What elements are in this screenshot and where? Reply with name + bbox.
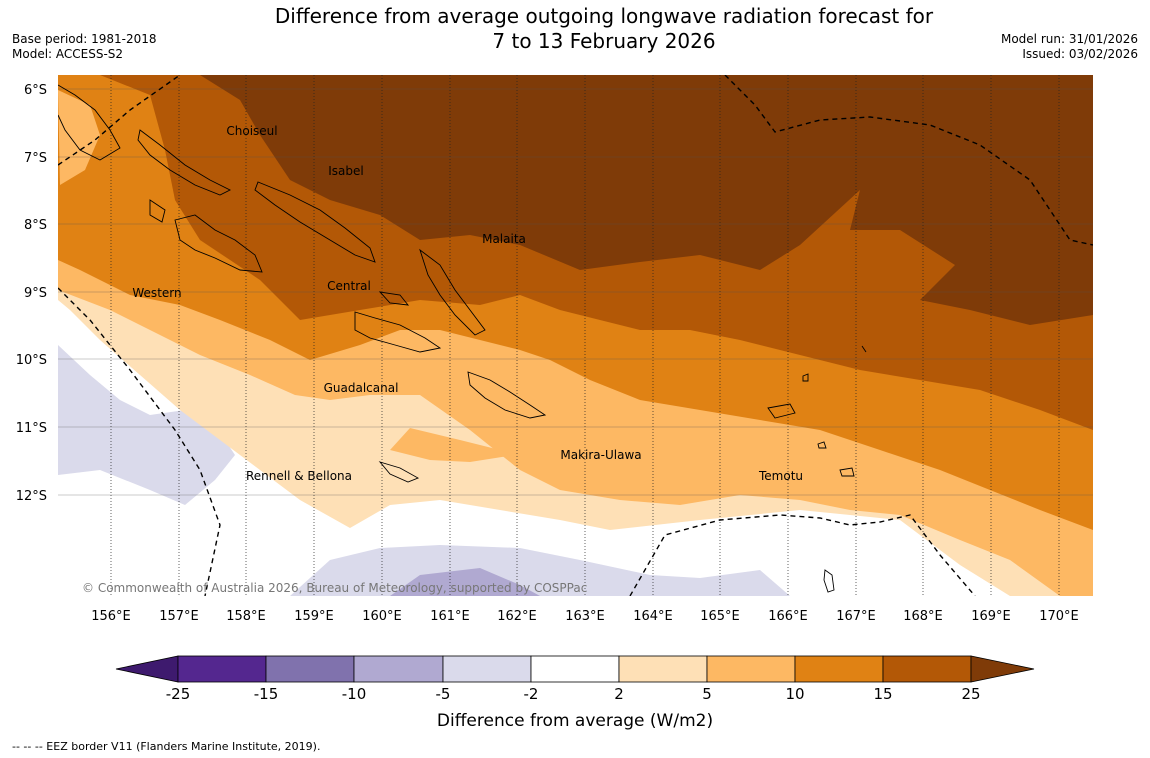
region-label-central: Central xyxy=(327,279,371,293)
coastlines xyxy=(58,84,867,593)
colorbar-tick-label: -10 xyxy=(342,685,367,703)
colorbar-segment xyxy=(177,655,267,683)
lat-label: 11°S xyxy=(16,421,47,436)
santa-cruz-coast xyxy=(767,403,796,419)
colorbar-segment xyxy=(794,655,884,683)
region-label-western: Western xyxy=(132,286,181,300)
lon-label: 156°E xyxy=(91,609,131,624)
colorbar-title: Difference from average (W/m2) xyxy=(437,711,713,731)
lon-label: 157°E xyxy=(159,609,199,624)
isolated-islet-a xyxy=(802,373,809,382)
eez-border xyxy=(58,75,1093,596)
lat-label: 10°S xyxy=(16,353,47,368)
region-label-guadalcanal: Guadalcanal xyxy=(324,381,399,395)
region-label-temotu: Temotu xyxy=(758,469,803,483)
guadalcanal-coast xyxy=(354,311,442,353)
region-label-rennell-bellona: Rennell & Bellona xyxy=(246,469,352,483)
makira-coast xyxy=(467,371,547,419)
map-title: Difference from average outgoing longwav… xyxy=(230,4,978,54)
region-label-isabel: Isabel xyxy=(328,164,363,178)
colorbar-ticks: -25 -15 -10 -5 -2 2 5 10 15 25 xyxy=(166,685,981,703)
lat-label: 8°S xyxy=(24,218,47,233)
lat-label: 7°S xyxy=(24,151,47,166)
colorbar-segment xyxy=(265,655,355,683)
colorbar-tick-label: -15 xyxy=(254,685,279,703)
eez-footnote: -- -- -- EEZ border V11 (Flanders Marine… xyxy=(12,740,321,753)
base-period: Base period: 1981-2018 xyxy=(12,32,157,46)
colorbar-tick-label: 2 xyxy=(614,685,624,703)
lon-axis: 156°E 157°E 158°E 159°E 160°E 161°E 162°… xyxy=(91,609,1079,624)
anomaly-island-5-10 xyxy=(390,428,515,462)
lon-label: 164°E xyxy=(633,609,673,624)
isabel-coast xyxy=(254,181,376,263)
region-label-makira-ulawa: Makira-Ulawa xyxy=(560,448,641,462)
lon-label: 165°E xyxy=(700,609,740,624)
colorbar-tick-label: -2 xyxy=(524,685,539,703)
choiseul-coast xyxy=(137,129,232,196)
anomaly-west-coast-inner xyxy=(58,90,100,185)
meta-left: Base period: 1981-2018 Model: ACCESS-S2 xyxy=(12,32,157,62)
lon-label: 160°E xyxy=(362,609,402,624)
model-name: Model: ACCESS-S2 xyxy=(12,47,124,61)
lat-label: 9°S xyxy=(24,286,47,301)
lon-label: 158°E xyxy=(226,609,266,624)
colorbar-segment xyxy=(353,655,444,683)
colorbar-tick-label: 15 xyxy=(873,685,892,703)
copyright-notice: © Commonwealth of Australia 2026, Bureau… xyxy=(82,581,587,595)
colorbar-tick-label: 25 xyxy=(961,685,980,703)
temotu-islet-2 xyxy=(817,441,827,449)
colorbar-tick-label: 10 xyxy=(785,685,804,703)
lat-label: 12°S xyxy=(16,489,47,504)
colorbar-tick-label: -25 xyxy=(166,685,191,703)
temotu-islet-1 xyxy=(839,467,855,477)
florida-islands-coast xyxy=(378,291,410,306)
colorbar-segment xyxy=(882,655,972,683)
new-georgia-coast xyxy=(149,199,263,273)
region-labels: Choiseul Isabel Malaita Central Western … xyxy=(132,124,803,483)
colorbar-segment xyxy=(530,655,620,683)
colorbar-extend-high xyxy=(970,655,1035,683)
lon-label: 170°E xyxy=(1039,609,1079,624)
colorbar xyxy=(115,655,1035,683)
model-run: Model run: 31/01/2026 xyxy=(1000,32,1138,46)
anomaly-neg-south-2 xyxy=(390,568,540,596)
malaita-coast xyxy=(419,248,486,336)
lon-label: 159°E xyxy=(294,609,334,624)
bougainville-coast xyxy=(58,84,121,161)
colorbar-tick-label: -5 xyxy=(436,685,451,703)
lon-label: 169°E xyxy=(971,609,1011,624)
title-line-2: 7 to 13 February 2026 xyxy=(492,29,716,53)
lat-label: 6°S xyxy=(24,83,47,98)
lat-axis: 6°S 7°S 8°S 9°S 10°S 11°S 12°S xyxy=(16,83,47,504)
lon-label: 167°E xyxy=(836,609,876,624)
rennell-coast xyxy=(378,461,420,483)
colorbar-segment xyxy=(442,655,532,683)
issued-date: Issued: 03/02/2026 xyxy=(1022,47,1138,61)
lon-label: 166°E xyxy=(768,609,808,624)
lon-label: 168°E xyxy=(903,609,943,624)
anomaly-neg-west xyxy=(58,345,235,505)
lon-label: 161°E xyxy=(430,609,470,624)
lon-label: 162°E xyxy=(497,609,537,624)
colorbar-segment xyxy=(618,655,708,683)
region-label-malaita: Malaita xyxy=(482,232,526,246)
colorbar-tick-label: 5 xyxy=(702,685,712,703)
colorbar-segment xyxy=(706,655,796,683)
lon-label: 163°E xyxy=(565,609,605,624)
region-label-choiseul: Choiseul xyxy=(226,124,277,138)
colorbar-extend-low xyxy=(115,655,179,683)
title-line-1: Difference from average outgoing longwav… xyxy=(274,4,934,28)
vanuatu-islet xyxy=(823,569,835,593)
isolated-islet-b xyxy=(861,345,867,353)
latitude-lines xyxy=(58,88,1093,496)
map-plot-area xyxy=(58,75,1093,596)
anomaly-band-25-plus xyxy=(200,75,1093,325)
meta-right: Model run: 31/01/2026 Issued: 03/02/2026 xyxy=(1001,32,1138,62)
